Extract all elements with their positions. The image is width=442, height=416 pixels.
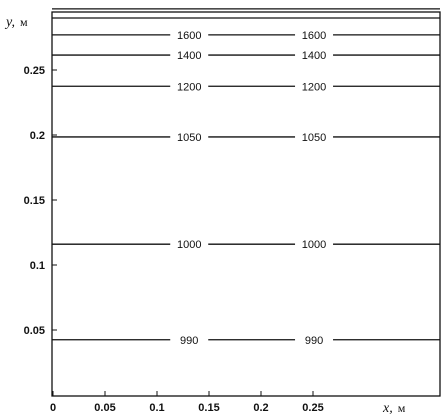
contour-label: 1200 — [177, 81, 201, 93]
x-tick-label: 0.05 — [94, 402, 115, 414]
y-tick-label: 0.05 — [24, 325, 45, 337]
contour-label: 1000 — [302, 239, 326, 251]
contour-1000: 1000 1000 — [52, 239, 440, 251]
contour-label: 1050 — [302, 132, 326, 144]
contour-label: 1600 — [177, 30, 201, 42]
contour-label: 1600 — [302, 30, 326, 42]
contour-label: 990 — [305, 335, 323, 347]
y-tick-label: 0.1 — [30, 260, 45, 272]
contour-label: 1050 — [177, 132, 201, 144]
contour-label: 1400 — [177, 50, 201, 62]
contour-990: 990 990 — [52, 335, 440, 347]
contour-label: 1000 — [177, 239, 201, 251]
contour-1050: 1050 1050 — [52, 132, 440, 144]
plot-frame — [51, 11, 441, 397]
y-axis: 0.05 0.1 0.15 0.2 0.25 — [24, 65, 57, 337]
x-axis-title: x, м — [382, 401, 406, 416]
y-axis-title: y, м — [4, 15, 28, 30]
contour-1400: 1400 1400 — [52, 50, 440, 62]
y-tick-label: 0.15 — [24, 195, 45, 207]
y-tick-label: 0.25 — [24, 65, 45, 77]
x-tick-label: 0 — [50, 402, 56, 414]
contour-1200: 1200 1200 — [52, 81, 440, 93]
x-axis: 0 0.05 0.1 0.15 0.2 0.25 — [50, 391, 324, 414]
x-tick-label: 0.2 — [253, 402, 268, 414]
contour-label: 1200 — [302, 81, 326, 93]
x-tick-label: 0.25 — [302, 402, 323, 414]
x-tick-label: 0.1 — [149, 402, 164, 414]
contour-1600: 1600 1600 — [52, 30, 440, 42]
contour-label: 990 — [180, 335, 198, 347]
x-axis-title-bg — [376, 398, 442, 416]
contour-label: 1400 — [302, 50, 326, 62]
y-tick-label: 0.2 — [30, 130, 45, 142]
x-tick-label: 0.15 — [198, 402, 219, 414]
